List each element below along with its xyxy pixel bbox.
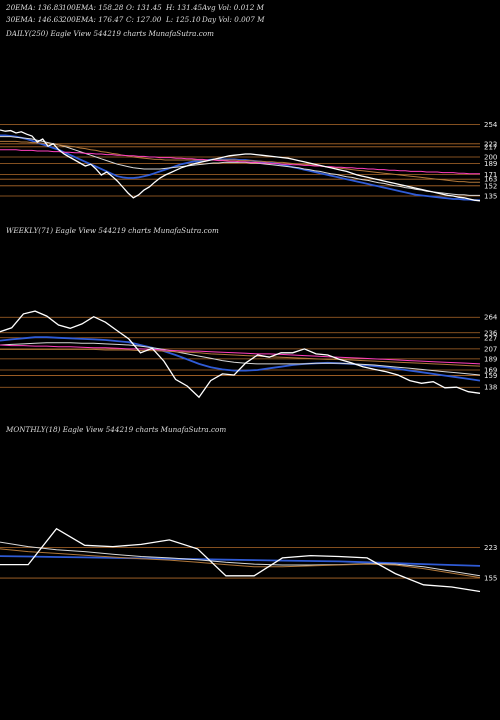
ma-line-0-0 [0,134,480,202]
y-tick-1-6: 159 [484,372,497,380]
ma-line-1-3 [0,344,481,365]
ma-line-1-1 [0,342,481,376]
y-tick-1-5: 169 [484,367,497,375]
ma-line-1-0 [0,336,481,382]
y-tick-0-7: 152 [484,182,497,190]
header-30ema: 30EMA: 146.63 [6,15,63,24]
ma-line-0-3 [0,149,480,175]
monthly-chart: 223 155 [0,527,497,593]
y-tick-0-1: 222 [484,140,497,148]
header-100ema: 100EMA: 158.28 [62,3,124,12]
price-line-0 [0,129,481,202]
y-tick-1-0: 264 [484,314,498,322]
y-tick-0-4: 189 [484,160,497,168]
header-20ema: 20EMA: 136.83 [6,3,63,12]
y-tick-1-2: 227 [484,334,497,342]
header-high: H: 131.45 [166,3,203,12]
y-tick-1-4: 189 [484,355,497,363]
y-tick-0-3: 200 [484,154,497,162]
y-tick-0-8: 135 [484,193,497,201]
y-tick-1-1: 236 [484,329,498,337]
y-tick-1-7: 138 [484,384,497,392]
y-tick-0-5: 171 [484,171,497,179]
header-close: C: 127.00 [126,15,162,24]
ma-line-2-1 [0,541,481,577]
header-200ema: 200EMA: 176.47 [62,15,124,24]
ma-line-2-2 [0,548,481,579]
price-line-1 [0,310,481,399]
header-low: L: 125.10 [166,15,201,24]
price-line-2 [0,527,481,593]
weekly-chart-title: WEEKLY(71) Eagle View 544219 charts Muna… [6,226,219,235]
header-open: O: 131.45 [126,3,162,12]
y-tick-0-6: 163 [484,176,497,184]
y-tick-2-0: 223 [484,544,497,552]
ma-line-1-2 [0,348,481,367]
ma-line-2-0 [0,555,481,567]
y-tick-0-2: 217 [484,143,497,151]
y-tick-2-1: 155 [484,575,497,583]
y-tick-0-0: 254 [484,121,498,129]
y-tick-1-3: 207 [484,345,497,353]
ma-line-0-1 [0,136,480,196]
monthly-chart-title: MONTHLY(18) Eagle View 544219 charts Mun… [6,425,227,434]
header-avg-vol: Avg Vol: 0.012 M [202,3,264,12]
daily-chart-title: DAILY(250) Eagle View 544219 charts Muna… [6,29,214,38]
ma-line-0-2 [0,140,480,183]
header-day-vol: Day Vol: 0.007 M [202,15,265,24]
